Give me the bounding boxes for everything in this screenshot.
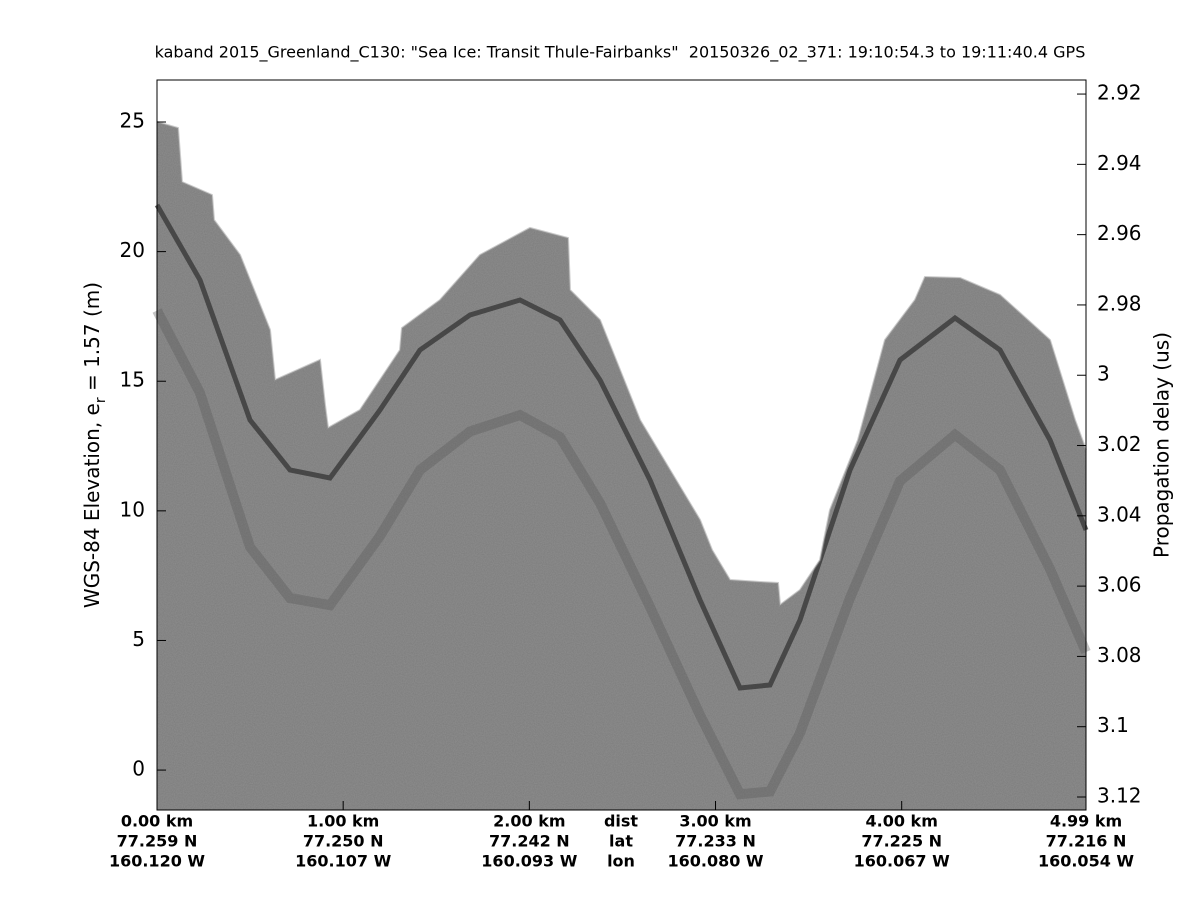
internal-layer: [152, 308, 1091, 800]
y2-tick-label: 3.04: [1097, 502, 1142, 526]
y-label-suffix: = 1.57 (m): [80, 282, 104, 397]
x-tick-label: 1.00 km: [307, 812, 379, 831]
x-lat-label: 77.233 N: [675, 832, 756, 851]
x-row-label: dist: [604, 812, 638, 831]
y2-tick-label: 3.1: [1097, 713, 1129, 737]
y-tick-label: 0: [132, 757, 145, 781]
x-lon-label: 160.093 W: [481, 852, 577, 871]
y2-tick-label: 3.12: [1097, 783, 1142, 807]
x-lat-label: 77.216 N: [1046, 832, 1127, 851]
surface-return: [154, 203, 1089, 691]
y2-tick-label: 2.96: [1097, 221, 1142, 245]
y-tick-label: 20: [120, 238, 145, 262]
y2-tick-label: 3.08: [1097, 643, 1142, 667]
x-lat-label: 77.242 N: [489, 832, 570, 851]
empty-region: [157, 80, 1086, 605]
y2-tick-label: 2.94: [1097, 151, 1142, 175]
plot-frame: [156, 79, 1087, 811]
x-tick-label: 4.99 km: [1050, 812, 1122, 831]
chart-title: kaband 2015_Greenland_C130: "Sea Ice: Tr…: [155, 43, 1086, 63]
x-lat-label: 77.259 N: [117, 832, 198, 851]
surface-zone: [156, 121, 1087, 607]
x-tick-label: 2.00 km: [493, 812, 565, 831]
y2-axis-label: Propagation delay (us): [1150, 332, 1174, 558]
x-lon-label: 160.054 W: [1038, 852, 1134, 871]
x-lon-label: 160.080 W: [667, 852, 763, 871]
y-tick-label: 15: [120, 368, 145, 392]
y2-tick-label: 3.06: [1097, 573, 1142, 597]
x-row-label: lat: [609, 832, 633, 851]
y-label-text: WGS-84 Elevation, e: [80, 403, 104, 608]
x-tick-label: 4.00 km: [866, 812, 938, 831]
y2-tick-label: 3.02: [1097, 432, 1142, 456]
x-tick-label: 3.00 km: [679, 812, 751, 831]
y-label-subscript: r: [93, 397, 109, 403]
y2-tick-label: 3: [1097, 362, 1110, 386]
y2-tick-label: 2.92: [1097, 81, 1142, 105]
x-lat-label: 77.225 N: [861, 832, 942, 851]
y2-tick-label: 2.98: [1097, 291, 1142, 315]
x-lon-label: 160.120 W: [109, 852, 205, 871]
x-lon-label: 160.067 W: [854, 852, 950, 871]
y-tick-label: 5: [132, 627, 145, 651]
x-row-label: lon: [607, 852, 635, 871]
x-lon-label: 160.107 W: [295, 852, 391, 871]
y-tick-label: 25: [120, 108, 145, 132]
y-tick-label: 10: [120, 497, 145, 521]
x-lat-label: 77.250 N: [303, 832, 384, 851]
x-tick-label: 0.00 km: [121, 812, 193, 831]
y-axis-label: WGS-84 Elevation, er = 1.57 (m): [80, 282, 110, 608]
